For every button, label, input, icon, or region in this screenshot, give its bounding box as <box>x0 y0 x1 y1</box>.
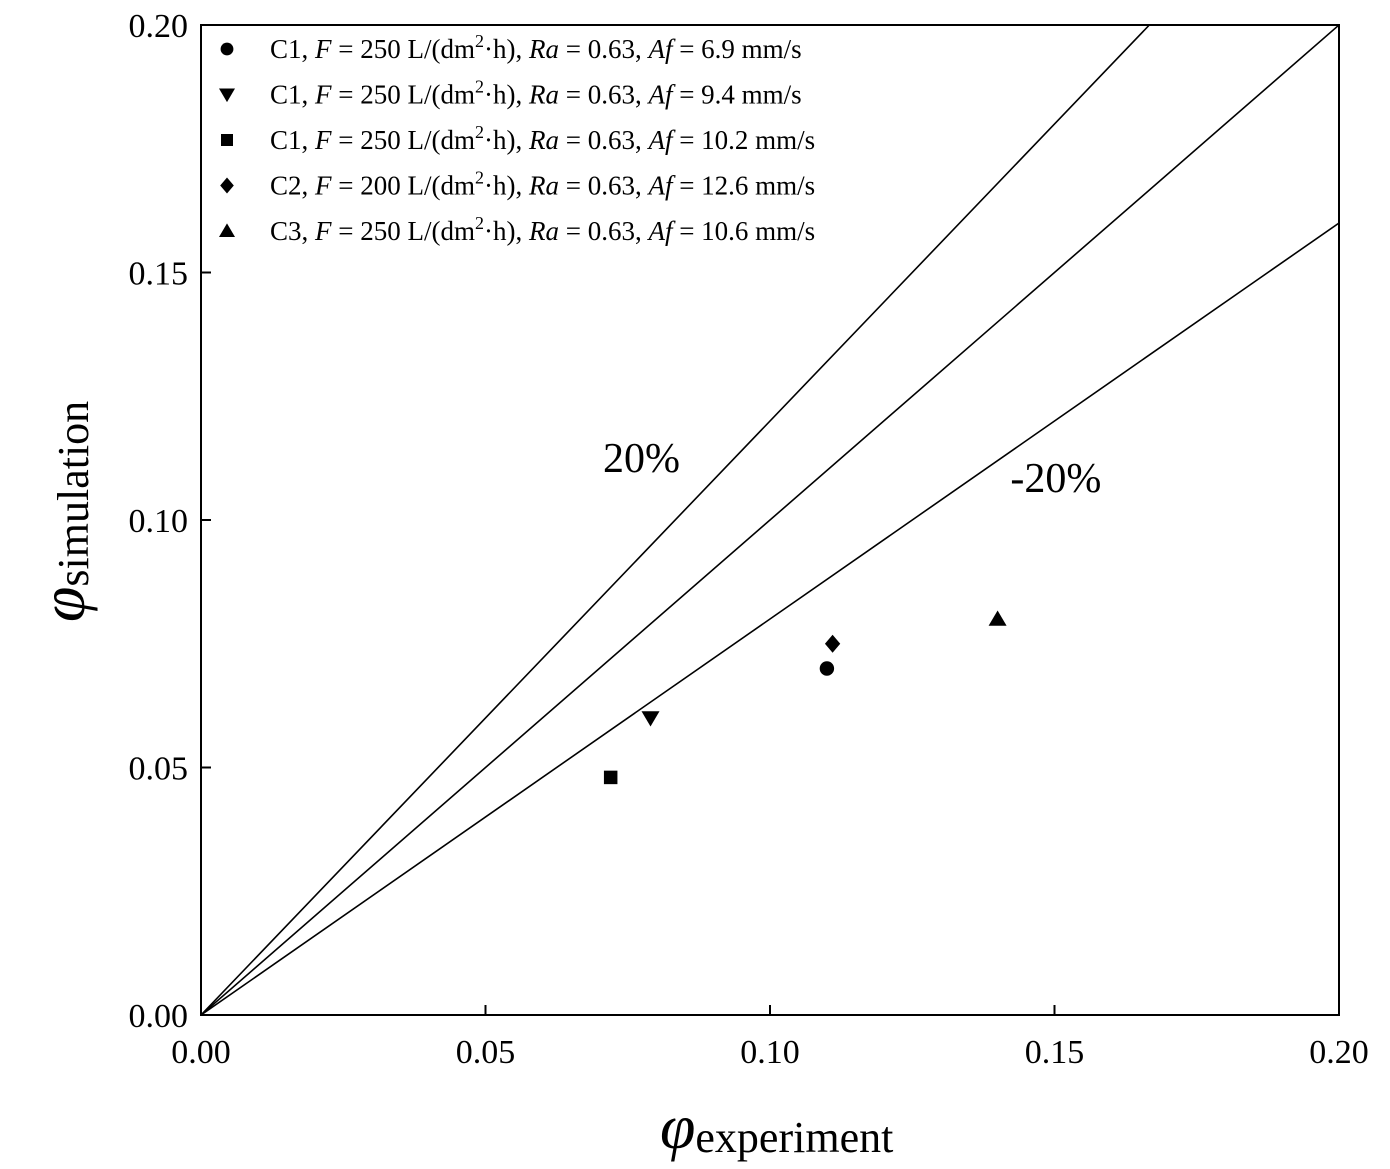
legend: C1, F = 250 L/(dm2·h), Ra = 0.63, Af = 6… <box>219 31 815 246</box>
x-tick-label: 0.00 <box>171 1034 231 1071</box>
legend-label: C2, F = 200 L/(dm2·h), Ra = 0.63, Af = 1… <box>270 168 815 201</box>
legend-marker-diamond <box>220 177 234 194</box>
reference-line-1 <box>201 25 1339 1015</box>
y-tick-label: 0.15 <box>129 256 189 293</box>
data-points <box>603 610 1007 785</box>
legend-label: C1, F = 250 L/(dm2·h), Ra = 0.63, Af = 9… <box>270 77 802 110</box>
axis-ticks: 0.00 0.05 0.10 0.15 0.20 0.00 0.05 0.10 0.15 0.20 <box>129 8 1369 1071</box>
legend-marker-circle <box>220 42 234 56</box>
y-tick-label: 0.10 <box>129 503 189 540</box>
legend-item: C3, F = 250 L/(dm2·h), Ra = 0.63, Af = 1… <box>219 213 815 246</box>
reference-lines <box>201 25 1339 1015</box>
data-point-triangle-down <box>641 711 660 727</box>
x-tick-label: 0.05 <box>456 1034 516 1071</box>
legend-item: C1, F = 250 L/(dm2·h), Ra = 0.63, Af = 1… <box>221 122 815 155</box>
reference-line-label: 20% <box>603 436 680 482</box>
legend-item: C2, F = 200 L/(dm2·h), Ra = 0.63, Af = 1… <box>220 168 815 201</box>
x-tick-label: 0.20 <box>1309 1034 1369 1071</box>
data-point-circle <box>819 661 835 676</box>
legend-label: C1, F = 250 L/(dm2·h), Ra = 0.63, Af = 1… <box>270 122 815 155</box>
legend-label: C3, F = 250 L/(dm2·h), Ra = 0.63, Af = 1… <box>270 213 815 246</box>
reference-line-label: -20% <box>1010 456 1101 502</box>
x-tick-label: 0.10 <box>740 1034 800 1071</box>
reference-line-2 <box>201 222 1339 1015</box>
legend-item: C1, F = 250 L/(dm2·h), Ra = 0.63, Af = 9… <box>219 77 802 110</box>
legend-marker-square <box>221 134 233 146</box>
legend-label: C1, F = 250 L/(dm2·h), Ra = 0.63, Af = 6… <box>270 31 802 64</box>
legend-item: C1, F = 250 L/(dm2·h), Ra = 0.63, Af = 6… <box>220 31 802 64</box>
legend-marker-triangle-up <box>219 223 235 237</box>
reference-line-0 <box>201 25 1150 1015</box>
y-tick-label: 0.00 <box>129 998 189 1035</box>
legend-marker-triangle-down <box>219 88 235 103</box>
x-tick-label: 0.15 <box>1025 1034 1085 1071</box>
data-point-square <box>603 770 618 785</box>
data-point-diamond <box>824 634 841 653</box>
data-point-triangle-up <box>988 610 1007 626</box>
x-axis-title: φexperiment <box>660 1091 893 1162</box>
y-tick-label: 0.05 <box>129 751 189 788</box>
y-axis-title: φsimulation <box>27 401 98 622</box>
y-tick-label: 0.20 <box>129 8 189 45</box>
reference-annotations: 20% -20% <box>603 436 1101 502</box>
